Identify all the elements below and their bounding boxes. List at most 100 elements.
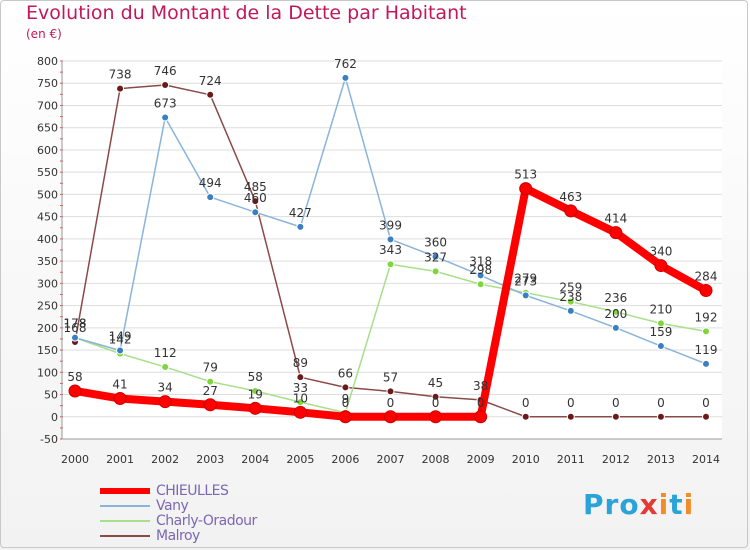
data-label: 34 — [158, 381, 173, 395]
data-label: 0 — [477, 396, 485, 410]
y-tick-label: 450 — [37, 211, 58, 224]
y-tick-label: 250 — [37, 300, 58, 313]
data-point-charly-oradour — [251, 386, 260, 395]
x-tick-label: 2005 — [286, 453, 314, 466]
data-label: 340 — [649, 245, 672, 259]
x-tick-label: 2000 — [61, 453, 89, 466]
data-label: 159 — [649, 325, 672, 339]
data-point-vany — [296, 222, 305, 231]
data-point-chieulles — [113, 392, 127, 406]
y-tick-label: 0 — [51, 411, 58, 424]
data-label: 168 — [64, 321, 87, 335]
x-tick-label: 2007 — [377, 453, 405, 466]
data-point-vany — [611, 323, 620, 332]
data-point-charly-oradour — [206, 377, 215, 386]
proxiti-logo: Proxiti — [583, 488, 694, 521]
data-point-malroy — [296, 373, 305, 382]
data-point-chieulles — [474, 410, 488, 424]
data-label: 58 — [248, 370, 263, 384]
data-point-malroy — [611, 412, 620, 421]
data-label: 0 — [702, 396, 710, 410]
y-tick-label: 300 — [37, 277, 58, 290]
data-label: 762 — [334, 57, 357, 71]
data-point-malroy — [431, 392, 440, 401]
data-point-vany — [341, 73, 350, 82]
y-tick-label: 100 — [37, 366, 58, 379]
data-label: 0 — [432, 396, 440, 410]
data-point-charly-oradour — [702, 327, 710, 336]
data-label: 66 — [338, 366, 353, 380]
data-point-malroy — [206, 90, 215, 99]
data-label: 360 — [424, 236, 447, 250]
data-point-vany — [566, 306, 575, 315]
legend-swatch-charly-oradour — [100, 520, 150, 522]
data-point-charly-oradour — [296, 398, 305, 407]
data-label: 89 — [293, 356, 308, 370]
data-point-vany — [521, 291, 530, 300]
data-point-malroy — [251, 197, 260, 206]
data-point-vany — [161, 113, 170, 122]
data-point-malroy — [341, 383, 350, 392]
data-label: 79 — [203, 361, 218, 375]
logo-part-t: t — [669, 488, 684, 521]
data-label: 149 — [109, 330, 132, 344]
data-label: 513 — [514, 168, 537, 182]
legend-label-malroy: Malroy — [156, 528, 200, 544]
data-point-vany — [431, 252, 440, 261]
data-point-chieulles — [293, 405, 307, 419]
y-tick-label: 350 — [37, 255, 58, 268]
x-tick-label: 2001 — [106, 453, 134, 466]
data-label: 279 — [514, 272, 537, 286]
plot-area — [62, 61, 722, 439]
data-point-chieulles — [203, 398, 217, 412]
legend-swatch-chieulles — [100, 488, 150, 494]
data-label: 0 — [612, 396, 620, 410]
data-point-charly-oradour — [656, 319, 665, 328]
data-label: 38 — [473, 379, 488, 393]
data-label: 192 — [695, 310, 718, 324]
data-label: 27 — [203, 384, 218, 398]
data-label: 0 — [657, 396, 665, 410]
data-label: 41 — [112, 378, 127, 392]
data-label: 318 — [469, 254, 492, 268]
chart-title: Evolution du Montant de la Dette par Hab… — [26, 2, 467, 24]
data-label: 673 — [154, 96, 177, 110]
logo-part-2: i — [658, 488, 670, 521]
data-label: 19 — [248, 387, 263, 401]
data-label: 0 — [342, 396, 350, 410]
data-point-vany — [702, 359, 710, 368]
data-label: 142 — [109, 333, 132, 347]
data-label: 738 — [109, 68, 132, 82]
logo-part-3: i — [683, 488, 695, 521]
data-label: 399 — [379, 218, 402, 232]
data-point-vany — [116, 346, 125, 355]
data-label: 238 — [559, 290, 582, 304]
data-label: 414 — [604, 212, 627, 226]
x-tick-label: 2014 — [692, 453, 720, 466]
data-label: 119 — [695, 343, 718, 357]
data-point-chieulles — [338, 410, 352, 424]
legend-swatch-vany — [100, 505, 150, 507]
data-label: 178 — [64, 317, 87, 331]
data-label: 45 — [428, 376, 443, 390]
data-label: 236 — [604, 291, 627, 305]
data-label: 494 — [199, 176, 222, 190]
data-point-chieulles — [384, 410, 397, 424]
x-tick-label: 2006 — [331, 453, 359, 466]
data-label: 427 — [289, 206, 312, 220]
data-label: 460 — [244, 191, 267, 205]
y-tick-label: 650 — [37, 122, 58, 135]
data-point-chieulles — [654, 259, 668, 273]
data-label: 327 — [424, 250, 447, 264]
y-tick-label: 600 — [37, 144, 58, 157]
data-label: 112 — [154, 346, 177, 360]
y-tick-label: -50 — [40, 433, 58, 446]
data-label: 259 — [559, 281, 582, 295]
data-label: 463 — [559, 190, 582, 204]
y-tick-label: 150 — [37, 344, 58, 357]
data-label: 746 — [154, 64, 177, 78]
x-tick-label: 2009 — [467, 453, 495, 466]
data-label: 210 — [649, 302, 672, 316]
data-point-charly-oradour — [611, 307, 620, 316]
data-label: 343 — [379, 243, 402, 257]
